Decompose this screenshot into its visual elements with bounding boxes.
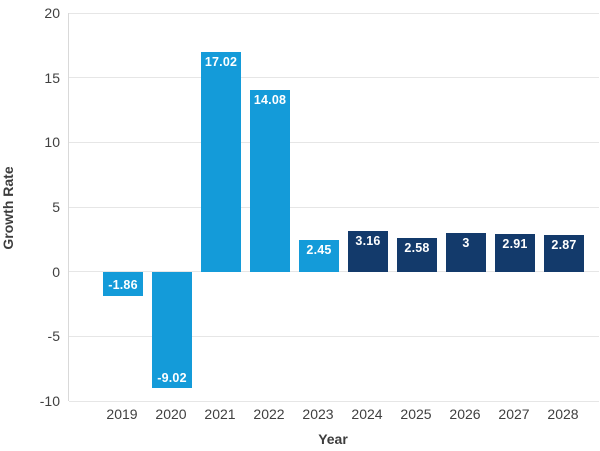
y-tick-label: 20 [44, 5, 60, 21]
bar-2023: 2.45 [299, 239, 339, 272]
bar-2019: -1.86 [103, 271, 143, 296]
x-tick-label-2026: 2026 [449, 406, 481, 422]
gridline-y-10 [69, 141, 599, 143]
bar-value-label: 17.02 [204, 54, 238, 69]
bar-value-label: 3.16 [355, 233, 381, 248]
bar-2025: 2.58 [397, 238, 437, 272]
bar-value-label: 3 [462, 235, 470, 250]
y-tick-label: 15 [44, 69, 60, 86]
x-tick-label-2027: 2027 [498, 406, 530, 422]
gridline-y--10 [69, 400, 599, 402]
gridline-y-5 [69, 206, 599, 208]
gridline-y-20 [69, 12, 599, 14]
y-axis-title: Growth Rate [0, 166, 16, 250]
y-tick-label: 0 [52, 263, 60, 280]
bar-2022: 14.08 [250, 89, 290, 272]
bar-value-label: -9.02 [157, 370, 187, 385]
plot-area: -1.86 -9.02 17.02 14.08 2.45 3.16 2.58 3 2.91 2.8… [68, 12, 599, 402]
bar-value-label: -1.86 [108, 278, 138, 293]
x-axis-title: Year [318, 431, 348, 447]
x-tick-label-2020: 2020 [155, 406, 187, 422]
bar-2028: 2.87 [544, 234, 584, 272]
x-tick-label-2023: 2023 [302, 406, 334, 422]
x-tick-label-2024: 2024 [351, 406, 383, 422]
gridline-y--5 [69, 335, 599, 337]
bar-2026: 3 [446, 232, 486, 272]
x-tick-label-2019: 2019 [106, 406, 138, 422]
y-tick-label: 5 [52, 199, 60, 215]
bar-value-label: 2.58 [404, 241, 430, 256]
bar-2024: 3.16 [348, 230, 388, 272]
x-tick-label-2028: 2028 [547, 406, 579, 422]
bar-value-label: 2.91 [502, 237, 528, 252]
bar-2027: 2.91 [495, 234, 535, 272]
bar-2020: -9.02 [152, 271, 192, 389]
y-tick-label: -10 [39, 393, 60, 409]
bar-2021: 17.02 [201, 51, 241, 272]
y-tick-label: 10 [44, 134, 60, 151]
y-tick-label: -5 [47, 328, 60, 345]
x-tick-label-2021: 2021 [204, 406, 236, 422]
gridline-y-15 [69, 77, 599, 79]
bar-value-label: 14.08 [253, 92, 287, 107]
bar-value-label: 2.45 [306, 242, 332, 257]
bar-value-label: 2.87 [551, 237, 577, 252]
x-tick-label-2022: 2022 [253, 406, 285, 422]
gridline-y-0 [69, 271, 599, 273]
x-tick-label-2025: 2025 [400, 406, 432, 422]
